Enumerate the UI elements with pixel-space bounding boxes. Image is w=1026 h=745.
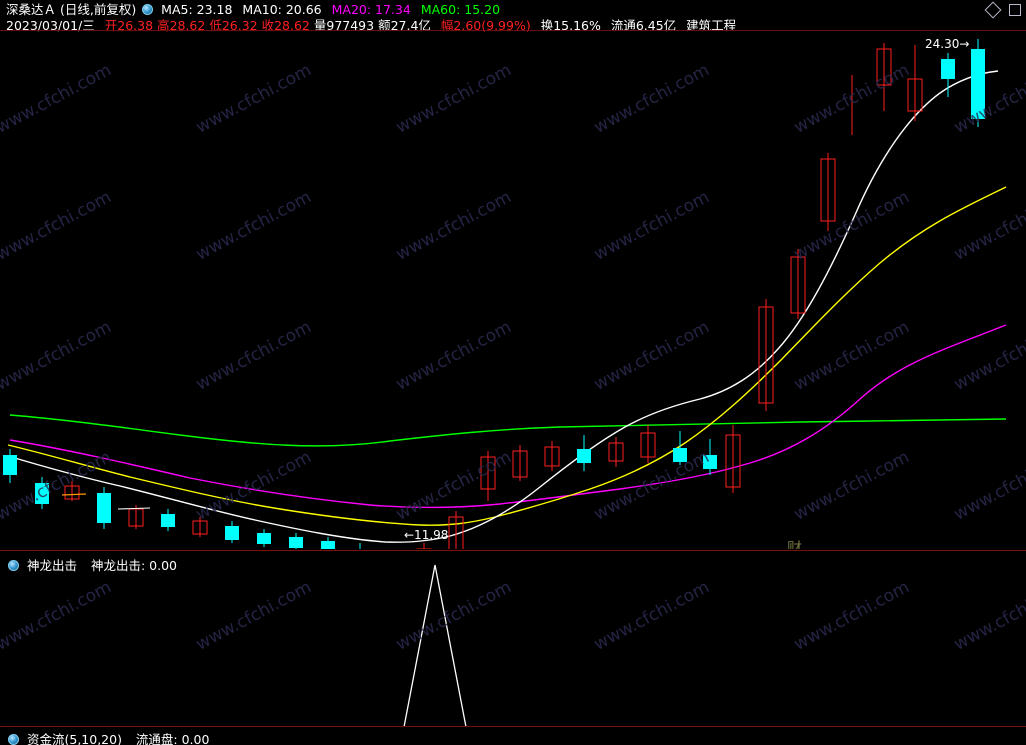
ma10-label: MA10: 20.66 bbox=[242, 2, 322, 17]
candle bbox=[192, 517, 208, 537]
candle bbox=[577, 435, 591, 471]
candle bbox=[544, 441, 560, 471]
candle bbox=[128, 505, 144, 529]
stock-name[interactable]: 深桑达Ａ (日线,前复权) bbox=[6, 2, 137, 17]
candle bbox=[758, 299, 774, 411]
window-controls bbox=[984, 1, 1021, 19]
bottom-indicator-header: 资金流(5,10,20) 流通盘: 0.00 bbox=[6, 729, 209, 745]
ma5-label: MA5: 23.18 bbox=[161, 2, 233, 17]
candle bbox=[416, 543, 432, 549]
candle bbox=[3, 449, 17, 483]
candle bbox=[876, 43, 892, 111]
quote-high: 高28.62 bbox=[157, 18, 206, 33]
quote-close: 收28.62 bbox=[261, 18, 310, 33]
candle bbox=[790, 249, 806, 319]
restore-icon[interactable] bbox=[984, 1, 1002, 19]
candle bbox=[289, 533, 303, 549]
maximize-icon[interactable] bbox=[1009, 4, 1021, 16]
candle bbox=[703, 439, 717, 475]
candle bbox=[820, 153, 836, 231]
candle bbox=[161, 509, 175, 531]
header-line-1: 深桑达Ａ (日线,前复权) MA5: 23.18 MA10: 20.66 MA2… bbox=[6, 3, 500, 17]
bottom-indicator-pane[interactable]: 资金流(5,10,20) 流通盘: 0.00 bbox=[0, 726, 1026, 745]
candle bbox=[64, 481, 80, 501]
quote-turnover: 换15.16% bbox=[540, 18, 601, 33]
circle-indicator-icon[interactable] bbox=[8, 560, 19, 571]
indicator-name: 神龙出击 bbox=[26, 558, 77, 573]
candle bbox=[640, 425, 656, 463]
header-line-2: 2023/03/01/三 开26.38 高28.62 低26.32 收28.62… bbox=[6, 19, 736, 33]
candle bbox=[941, 53, 955, 97]
candle bbox=[971, 39, 985, 127]
candle-series bbox=[3, 39, 985, 549]
quote-open: 开26.38 bbox=[104, 18, 154, 33]
candle bbox=[321, 537, 335, 549]
circle-indicator-icon[interactable] bbox=[142, 4, 154, 15]
candle bbox=[448, 511, 464, 549]
candle bbox=[480, 451, 496, 501]
ma20-line bbox=[9, 324, 1007, 509]
candle bbox=[359, 543, 361, 549]
signal-marks bbox=[61, 493, 151, 510]
candle bbox=[257, 529, 271, 547]
candle bbox=[673, 431, 687, 465]
indicator-header: 神龙出击 神龙出击: 0.00 bbox=[6, 555, 177, 574]
low-price-label: ←11.98 bbox=[404, 528, 448, 542]
indicator-line bbox=[403, 564, 467, 727]
price-chart-svg: 24.30→ ←11.98 bbox=[3, 37, 1007, 549]
quote-amount: 额27.4亿 bbox=[378, 18, 431, 33]
quote-float: 流通6.45亿 bbox=[610, 18, 677, 33]
candle bbox=[725, 425, 741, 493]
candle bbox=[608, 437, 624, 467]
candle bbox=[907, 45, 923, 121]
candle bbox=[97, 487, 111, 529]
candle bbox=[512, 445, 528, 481]
indicator-pane[interactable]: 神龙出击 神龙出击: 0.00 www.cfchi.com www.cfchi.… bbox=[0, 550, 1026, 727]
quote-date: 2023/03/01/三 bbox=[6, 18, 95, 33]
chart-header: 深桑达Ａ (日线,前复权) MA5: 23.18 MA10: 20.66 MA2… bbox=[0, 0, 1026, 33]
ma60-line bbox=[9, 414, 1007, 447]
bottom-indicator-name: 资金流(5,10,20) bbox=[26, 732, 122, 745]
circle-indicator-icon[interactable] bbox=[8, 734, 19, 745]
quote-low: 低26.32 bbox=[209, 18, 258, 33]
candle bbox=[35, 477, 49, 509]
ma20-label: MA20: 17.34 bbox=[331, 2, 411, 17]
quote-range: 幅2.60(9.99%) bbox=[440, 18, 531, 33]
indicator-chart-svg bbox=[403, 564, 467, 727]
bottom-indicator-value: 流通盘: 0.00 bbox=[135, 732, 210, 745]
quote-volume: 量977493 bbox=[313, 18, 375, 33]
ma10-line bbox=[7, 186, 1007, 526]
quote-industry: 建筑工程 bbox=[686, 18, 737, 33]
candle bbox=[225, 521, 239, 543]
indicator-value: 神龙出击: 0.00 bbox=[90, 558, 177, 573]
price-pane[interactable]: www.cfchi.com www.cfchi.com www.cfchi.co… bbox=[0, 30, 1026, 549]
ma60-label: MA60: 15.20 bbox=[420, 2, 501, 17]
high-price-label: 24.30→ bbox=[925, 37, 969, 51]
ma5-line bbox=[7, 70, 999, 543]
